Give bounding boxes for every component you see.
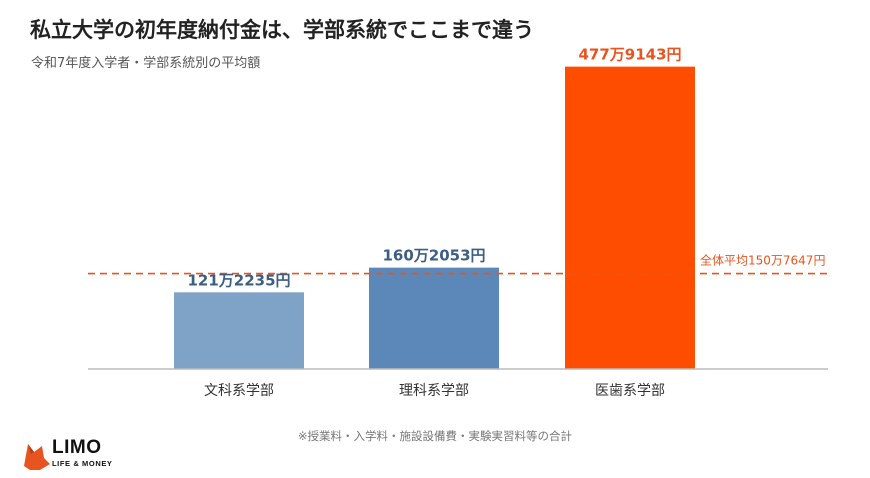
chart-subtitle: 令和7年度入学者・学部系統別の平均額 [31, 56, 261, 71]
bar-1 [174, 292, 304, 369]
footnote: ※授業料・入学料・施設設備費・実験実習料等の合計 [297, 429, 573, 443]
category-label-3: 医歯系学部 [595, 383, 665, 399]
fox-icon [24, 444, 50, 470]
logo-name: LIMO [52, 437, 102, 458]
category-label-2: 理科系学部 [399, 383, 469, 399]
bar-3 [565, 66, 695, 370]
data-label-2: 160万2053円 [382, 247, 485, 265]
chart-title: 私立大学の初年度納付金は、学部系統でここまで違う [30, 18, 534, 42]
category-label-1: 文科系学部 [204, 383, 274, 399]
logo-tagline: LIFE & MONEY [52, 459, 113, 468]
average-reference-label: 全体平均150万7647円 [700, 253, 825, 268]
data-label-3: 477万9143円 [578, 46, 681, 64]
bar-2 [369, 267, 499, 369]
data-label-1: 121万2235円 [187, 271, 290, 289]
